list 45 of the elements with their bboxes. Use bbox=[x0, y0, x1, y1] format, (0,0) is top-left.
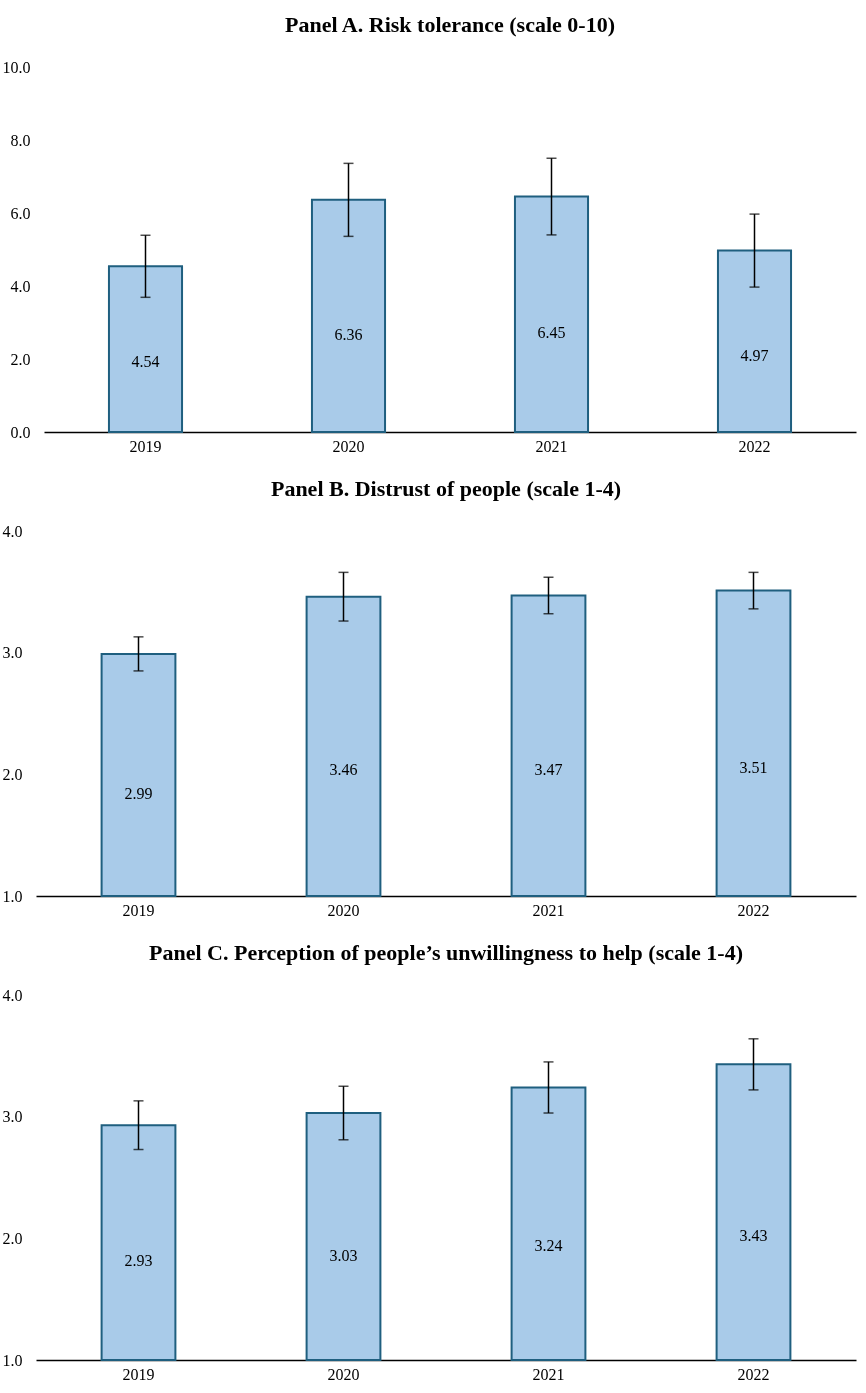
y-tick-label: 3.0 bbox=[2, 1108, 23, 1126]
y-tick-label: 1.0 bbox=[2, 887, 23, 905]
y-tick-label: 3.0 bbox=[2, 644, 23, 662]
x-tick-label: 2022 bbox=[737, 1365, 770, 1383]
bar bbox=[513, 195, 590, 433]
y-tick-label: 2.0 bbox=[2, 1229, 23, 1247]
y-tick-label: 10.0 bbox=[2, 58, 31, 76]
data-label: 2.93 bbox=[124, 1252, 153, 1270]
y-tick-label: 4.0 bbox=[2, 986, 23, 1004]
x-tick-label: 2021 bbox=[532, 1365, 565, 1383]
y-tick-label: 1.0 bbox=[2, 1351, 23, 1369]
x-tick-label: 2020 bbox=[327, 901, 360, 919]
bar bbox=[716, 249, 793, 433]
x-tick-label: 2022 bbox=[737, 901, 770, 919]
data-label: 3.51 bbox=[739, 758, 768, 776]
x-tick-label: 2020 bbox=[332, 437, 365, 455]
x-tick-label: 2019 bbox=[122, 1365, 155, 1383]
bar bbox=[310, 198, 387, 433]
data-label: 3.43 bbox=[739, 1226, 768, 1244]
chart-title: Panel C. Perception of people’s unwillingness to help (scale 1-4) bbox=[149, 940, 743, 965]
x-tick-label: 2021 bbox=[535, 437, 568, 455]
chart-title: Panel B. Distrust of people (scale 1-4) bbox=[270, 476, 622, 501]
x-tick-label: 2019 bbox=[129, 437, 162, 455]
y-tick-label: 8.0 bbox=[10, 131, 31, 149]
chart-title: Panel A. Risk tolerance (scale 0-10) bbox=[285, 12, 615, 37]
y-tick-label: 4.0 bbox=[2, 522, 23, 540]
y-tick-label: 0.0 bbox=[10, 423, 31, 441]
bar bbox=[107, 265, 184, 433]
data-label: 4.97 bbox=[740, 346, 769, 364]
data-label: 3.03 bbox=[329, 1247, 358, 1265]
data-label: 2.99 bbox=[124, 785, 153, 803]
y-tick-label: 2.0 bbox=[10, 350, 31, 368]
data-label: 3.47 bbox=[534, 760, 563, 778]
x-tick-label: 2022 bbox=[738, 437, 771, 455]
data-label: 3.46 bbox=[329, 761, 358, 779]
data-label: 3.24 bbox=[534, 1236, 563, 1254]
x-tick-label: 2019 bbox=[122, 901, 155, 919]
y-tick-label: 4.0 bbox=[10, 277, 31, 295]
data-label: 6.36 bbox=[334, 325, 363, 343]
data-label: 6.45 bbox=[537, 324, 566, 342]
y-tick-label: 6.0 bbox=[10, 204, 31, 222]
data-label: 4.54 bbox=[131, 353, 160, 371]
y-tick-label: 2.0 bbox=[2, 765, 23, 783]
x-tick-label: 2020 bbox=[327, 1365, 360, 1383]
x-tick-label: 2021 bbox=[532, 901, 565, 919]
